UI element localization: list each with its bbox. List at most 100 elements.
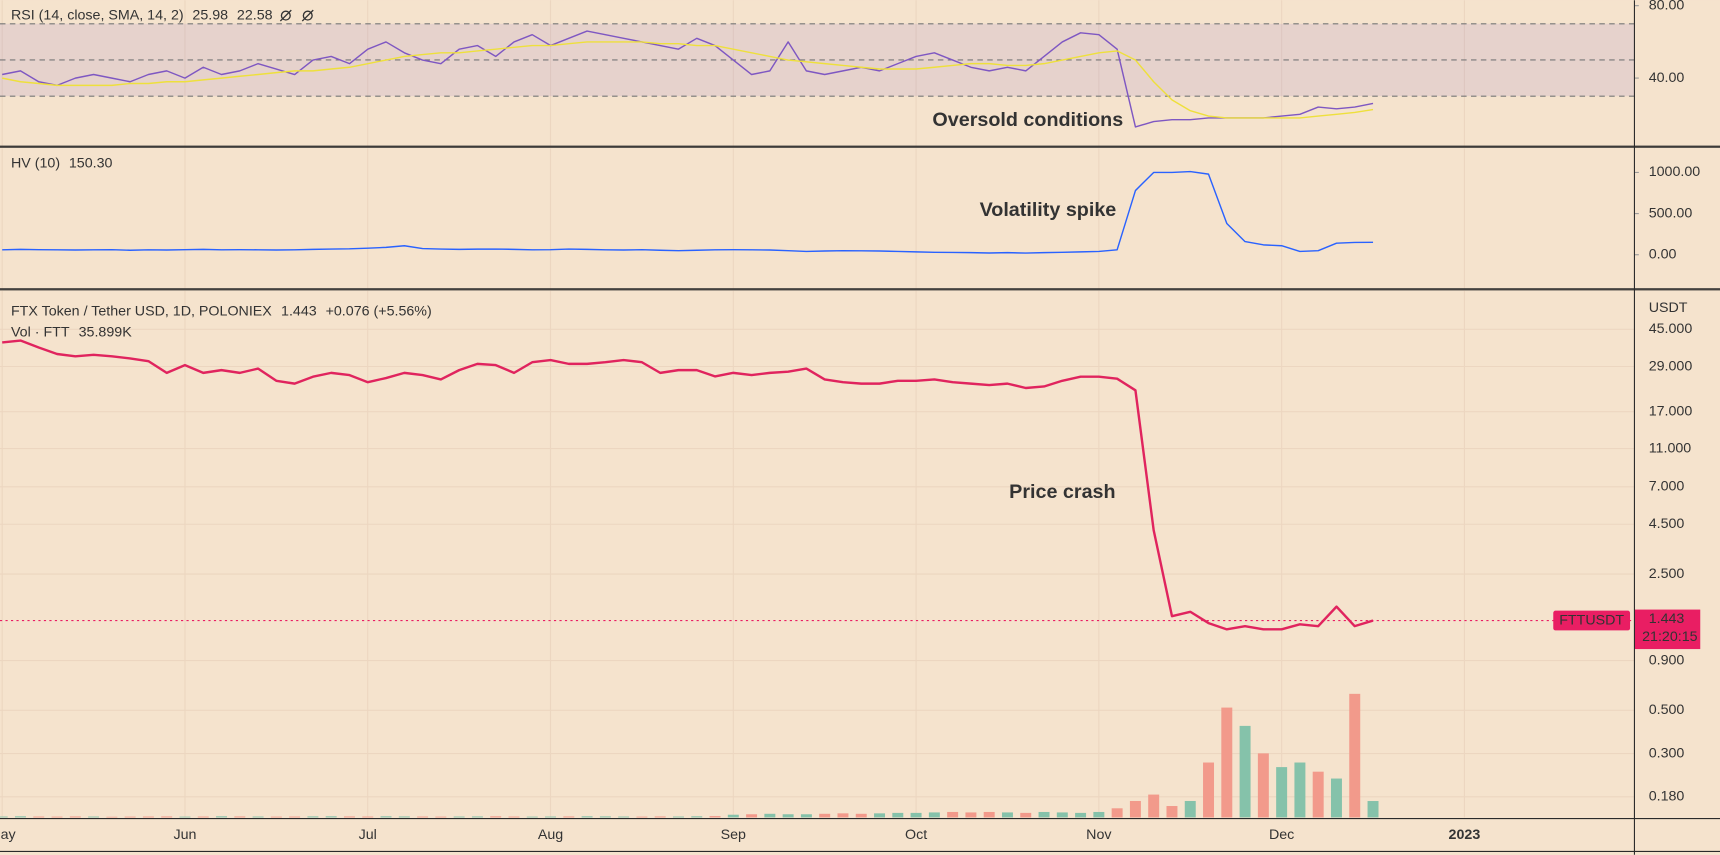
legend-text: +0.076 (+5.56%)	[326, 304, 432, 320]
volume-bar	[892, 812, 904, 818]
volume-bar	[1056, 812, 1068, 818]
volume-bar	[1239, 725, 1251, 818]
volume-bar	[490, 816, 502, 818]
annotation: Volatility spike	[980, 199, 1117, 221]
y-tick-label: 17.000	[1649, 403, 1693, 419]
volume-bar	[0, 816, 8, 818]
volume-bar	[545, 816, 557, 818]
hidden-icon	[301, 9, 314, 22]
volume-bar	[727, 814, 739, 818]
volume-bar	[1257, 753, 1269, 818]
volume-bar	[526, 816, 538, 818]
x-tick-label: Jun	[173, 827, 196, 843]
y-tick-label: 11.000	[1649, 440, 1692, 456]
volume-bar	[1312, 771, 1324, 818]
y-tick-label: 45.000	[1649, 321, 1693, 337]
volume-bar	[1184, 800, 1196, 818]
volume-bar	[855, 813, 867, 818]
price-tag-value: 1.443	[1649, 611, 1685, 627]
y-tick-label: 2.500	[1649, 566, 1685, 582]
legend-text: Vol · FTT	[11, 324, 70, 340]
legend-text: 150.30	[69, 155, 113, 171]
volume-bar	[782, 814, 794, 818]
legend-text: 1.443	[281, 304, 317, 320]
volume-bar	[910, 812, 922, 818]
volume-bar	[1020, 812, 1032, 818]
legend-text: FTX Token / Tether USD, 1D, POLONIEX	[11, 304, 272, 320]
volume-bar	[289, 816, 301, 818]
volume-bar	[874, 813, 886, 818]
volume-bar	[1203, 762, 1215, 818]
x-tick-label: Sep	[721, 827, 746, 843]
volume-bar	[672, 816, 684, 818]
volume-bar	[325, 816, 337, 818]
volume-bar	[270, 816, 282, 818]
volume-bar	[1276, 767, 1288, 818]
series-line	[2, 41, 1374, 119]
volume-bar	[179, 816, 191, 818]
y-tick-label: 500.00	[1649, 205, 1693, 221]
volume-bar	[1367, 801, 1379, 818]
hidden-icon	[279, 9, 292, 22]
y-tick-label: 7.000	[1649, 479, 1685, 495]
volume-bar	[691, 816, 703, 818]
volume-bar	[417, 816, 429, 818]
x-tick-label: Nov	[1086, 827, 1112, 843]
icon-slash	[279, 9, 292, 22]
x-tick-label: 2023	[1449, 827, 1481, 843]
volume-bar	[343, 816, 355, 818]
volume-bar	[1349, 693, 1361, 818]
icon-circle	[302, 10, 313, 21]
volume-bar	[197, 816, 209, 818]
y-tick-label: 40.00	[1649, 70, 1685, 86]
volume-bar	[471, 816, 483, 818]
volume-bar	[837, 813, 849, 818]
legend-text: 25.98	[192, 7, 228, 23]
price-tag-countdown: 21:20:15	[1642, 629, 1698, 645]
volume-bar	[435, 816, 447, 818]
y-tick-label: 80.00	[1649, 0, 1685, 13]
volume-bar	[618, 816, 630, 818]
series-line	[2, 170, 1374, 254]
volume-bar	[380, 816, 392, 818]
volume-bar	[1221, 707, 1233, 818]
volume-bar	[124, 816, 136, 818]
volume-bar	[1075, 812, 1087, 818]
icon-slash	[301, 9, 314, 22]
series-line	[2, 339, 1374, 631]
volume-bar	[636, 816, 648, 818]
price-tag	[1634, 609, 1701, 650]
volume-bar	[1111, 808, 1123, 818]
volume-bar	[800, 814, 812, 818]
volume-bar	[33, 816, 45, 818]
y-tick-label: 0.300	[1649, 745, 1685, 761]
volume-bar	[1294, 762, 1306, 818]
volume-bar	[14, 816, 26, 818]
volume-bar	[1330, 778, 1342, 818]
x-tick-label: Oct	[905, 827, 927, 843]
volume-bar	[216, 816, 228, 818]
volume-bar	[1001, 812, 1013, 818]
y-tick-label: 29.000	[1649, 358, 1693, 374]
volume-bar	[453, 816, 465, 818]
volume-bar	[654, 816, 666, 818]
volume-bar	[928, 812, 940, 818]
volume-bar	[252, 816, 264, 818]
y-tick-label: 0.500	[1649, 702, 1685, 718]
volume-bar	[362, 816, 374, 818]
volume-bar	[1038, 811, 1050, 818]
x-tick-label: May	[0, 827, 17, 843]
icon-circle	[280, 10, 291, 21]
volume-bar	[69, 816, 81, 818]
volume-bar	[709, 816, 721, 818]
volume-bar	[1129, 800, 1141, 818]
volume-bar	[764, 813, 776, 818]
volume-bar	[142, 816, 154, 818]
volume-bar	[746, 814, 758, 818]
volume-bar	[398, 816, 410, 818]
legend-text: RSI (14, close, SMA, 14, 2)	[11, 7, 184, 23]
band	[0, 23, 1635, 97]
series-line	[2, 30, 1374, 128]
volume-bar	[508, 816, 520, 818]
